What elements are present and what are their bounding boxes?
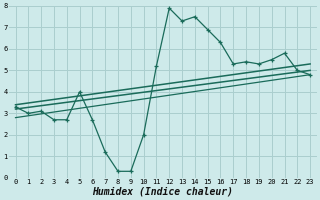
X-axis label: Humidex (Indice chaleur): Humidex (Indice chaleur) bbox=[92, 187, 233, 197]
